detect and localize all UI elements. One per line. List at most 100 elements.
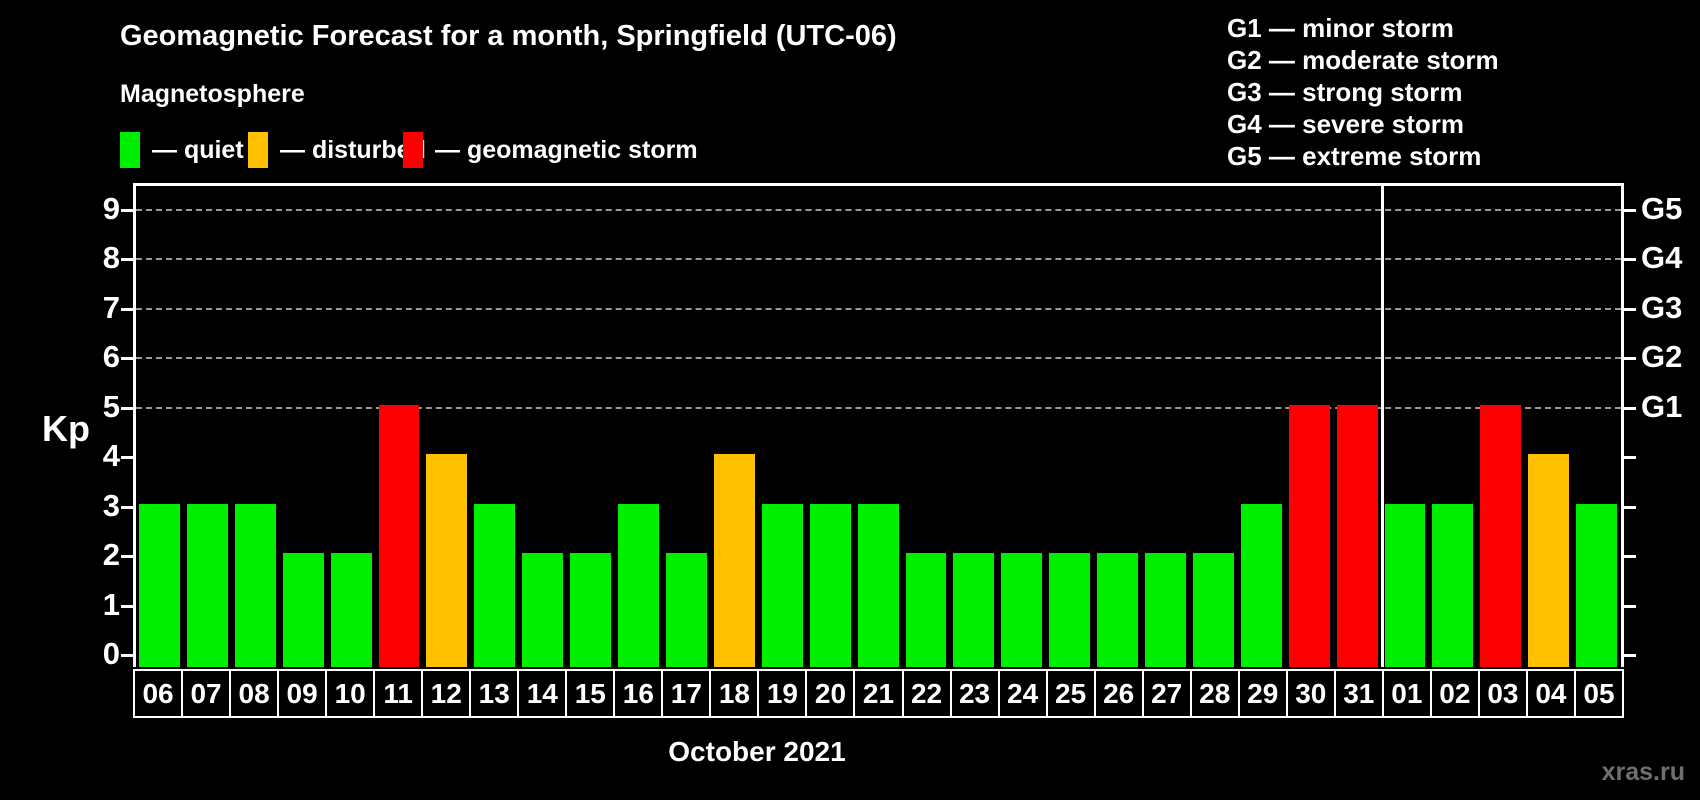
bars-container <box>136 186 1621 667</box>
g-legend-line-4: G4 — severe storm <box>1227 109 1465 139</box>
day-label-09: 09 <box>277 669 328 718</box>
tick-left-kp-0 <box>121 654 133 657</box>
legend-label: — disturbed <box>280 135 426 164</box>
bar-slot-day-20 <box>807 186 855 667</box>
day-label-19: 19 <box>757 669 808 718</box>
bar-slot-day-04 <box>1525 186 1573 667</box>
y-axis-tick-label-1: 1 <box>102 586 120 622</box>
bar-slot-day-03 <box>1477 186 1525 667</box>
tick-right-kp-9 <box>1624 208 1636 212</box>
y-axis-tick-label-9: 9 <box>102 190 120 226</box>
bar-slot-day-23 <box>950 186 998 667</box>
gridline-kp-5 <box>136 406 1621 409</box>
page-title: Geomagnetic Forecast for a month, Spring… <box>120 20 897 52</box>
day-label-04: 04 <box>1525 669 1576 718</box>
tick-left-kp-9 <box>121 208 133 212</box>
day-label-31: 31 <box>1333 669 1384 718</box>
tick-left-kp-8 <box>121 258 133 261</box>
day-label-27: 27 <box>1141 669 1192 718</box>
kp-bar-day-09 <box>282 553 324 667</box>
day-label-07: 07 <box>181 669 232 718</box>
bar-slot-day-28 <box>1190 186 1238 667</box>
y-axis-tick-label-3: 3 <box>102 487 120 523</box>
day-label-01: 01 <box>1381 669 1432 718</box>
day-label-29: 29 <box>1237 669 1288 718</box>
plot-area: 0 1 2 3 4 5 6 7 8 9 G1 G2 G3 G4 G5 <box>103 183 1682 670</box>
gridline-kp-6 <box>136 357 1621 359</box>
day-label-15: 15 <box>565 669 616 718</box>
x-axis-month-label: October 2021 <box>668 736 846 767</box>
legend-label: — geomagnetic storm <box>435 135 698 164</box>
kp-bar-day-15 <box>570 553 612 667</box>
kp-bar-day-08 <box>234 503 276 667</box>
g-legend-line-5: G5 — extreme storm <box>1227 141 1482 171</box>
kp-bar-day-05 <box>1576 503 1618 667</box>
kp-bar-day-26 <box>1097 553 1139 667</box>
kp-bar-day-07 <box>186 503 228 667</box>
gridline-kp-8 <box>136 258 1621 260</box>
day-label-11: 11 <box>373 669 424 718</box>
day-label-21: 21 <box>853 669 904 718</box>
day-label-03: 03 <box>1477 669 1528 718</box>
g-legend-line-2: G2 — moderate storm <box>1227 45 1499 75</box>
bar-slot-day-14 <box>519 186 567 667</box>
bar-slot-day-29 <box>1238 186 1286 667</box>
kp-bar-day-13 <box>474 503 516 667</box>
day-label-06: 06 <box>133 669 184 718</box>
tick-right-kp-7 <box>1624 307 1636 311</box>
month-separator-line <box>1381 186 1385 667</box>
y-axis-tick-label-2: 2 <box>102 537 120 572</box>
bar-slot-day-09 <box>280 186 328 667</box>
kp-bar-day-19 <box>761 503 803 667</box>
quiet-color-swatch <box>120 132 140 168</box>
y-axis-tick-label-8: 8 <box>102 240 120 275</box>
day-label-23: 23 <box>949 669 1000 718</box>
kp-bar-day-25 <box>1049 553 1091 667</box>
x-axis-day-labels: 06 07 08 09 10 11 12 13 14 15 16 17 18 19 20 21 22 23 24 25… <box>133 669 1624 718</box>
day-label-16: 16 <box>613 669 664 718</box>
day-label-28: 28 <box>1189 669 1240 718</box>
bar-slot-day-12 <box>423 186 471 667</box>
bar-slot-day-21 <box>855 186 903 667</box>
y-axis-tick-label-5: 5 <box>102 388 120 424</box>
g-scale-legend: G1 — minor storm G2 — moderate storm G3 — … <box>1227 12 1499 172</box>
right-axis-label-G2: G2 <box>1641 339 1683 374</box>
disturbed-color-swatch <box>248 132 268 168</box>
tick-right-kp-6 <box>1624 357 1636 360</box>
tick-left-kp-7 <box>121 307 133 311</box>
bar-slot-day-02 <box>1429 186 1477 667</box>
bar-slot-day-27 <box>1142 186 1190 667</box>
tick-right-kp-1 <box>1624 604 1636 608</box>
tick-left-kp-4 <box>121 456 133 459</box>
gridline-kp-9 <box>136 208 1621 211</box>
day-label-20: 20 <box>805 669 856 718</box>
kp-bar-day-02 <box>1432 503 1474 667</box>
right-axis-label-G1: G1 <box>1641 388 1683 424</box>
magnetosphere-legend: — quiet — disturbed — geomagnetic storm <box>120 132 1020 170</box>
y-axis-tick-label-0: 0 <box>102 636 120 671</box>
bar-slot-day-08 <box>232 186 280 667</box>
kp-bar-day-21 <box>857 503 899 667</box>
kp-bar-day-11 <box>378 404 420 667</box>
kp-bar-day-14 <box>522 553 564 667</box>
bar-slot-day-22 <box>903 186 951 667</box>
bar-slot-day-30 <box>1286 186 1334 667</box>
legend-item-storm: — geomagnetic storm <box>403 132 698 168</box>
day-label-10: 10 <box>325 669 376 718</box>
kp-bar-day-23 <box>953 553 995 667</box>
bar-slot-day-24 <box>998 186 1046 667</box>
right-axis-label-G5: G5 <box>1641 190 1683 226</box>
kp-bar-day-04 <box>1528 454 1570 667</box>
kp-bar-day-01 <box>1384 503 1426 667</box>
gridline-kp-7 <box>136 307 1621 310</box>
bar-slot-day-15 <box>567 186 615 667</box>
bar-slot-day-16 <box>615 186 663 667</box>
g-legend-line-3: G3 — strong storm <box>1227 77 1463 107</box>
tick-left-kp-3 <box>121 505 133 509</box>
tick-left-kp-1 <box>121 604 133 608</box>
storm-color-swatch <box>403 132 423 168</box>
bar-slot-day-17 <box>663 186 711 667</box>
bar-slot-day-18 <box>711 186 759 667</box>
bar-slot-day-07 <box>184 186 232 667</box>
